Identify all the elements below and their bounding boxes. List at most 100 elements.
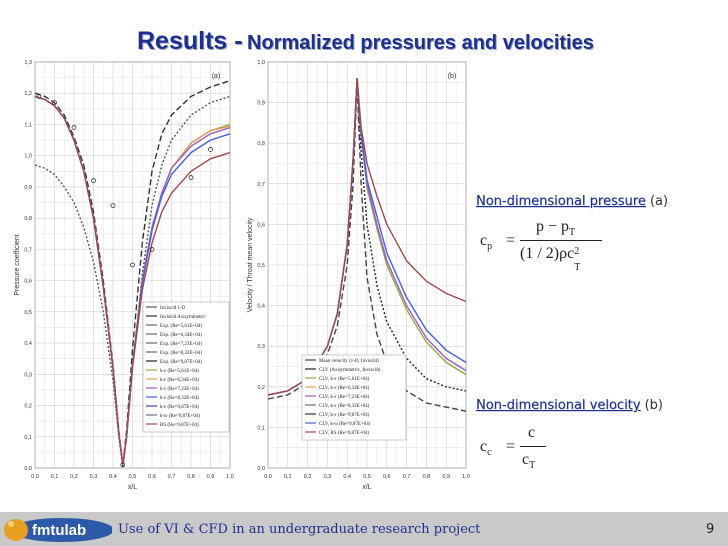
cp-denominator: (1 / 2)ρc: [520, 245, 575, 262]
velocity-x-tick-label: 0,0: [264, 474, 272, 480]
pressure-exp-point: [110, 203, 116, 209]
velocity-y-tick-label: 0,3: [257, 344, 265, 350]
velocity-legend-item: CLV, k-ε (Re=6,34E+04): [319, 386, 370, 391]
pressure-x-tick-label: 0,1: [51, 474, 59, 480]
cp-equals: =: [506, 232, 516, 249]
pressure-y-tick-label: 0,8: [24, 216, 32, 222]
footer-text: Use of VI & CFD in an undergraduate rese…: [118, 522, 481, 537]
pressure-x-tick-label: 0,4: [109, 474, 117, 480]
pressure-panel-label: (a): [212, 73, 221, 80]
pressure-y-tick-label: 0,6: [24, 279, 32, 285]
velocity-y-tick-label: 0,8: [257, 141, 265, 147]
pressure-legend-item: k-ε (Re=7,23E+04): [160, 387, 199, 392]
pressure-legend-item: Exp. (Re=7,23E+04): [160, 342, 202, 347]
pressure-x-axis-label: x/L: [128, 484, 137, 491]
velocity-x-tick-label: 0,7: [403, 474, 411, 480]
pressure-y-tick-label: 1,3: [24, 60, 32, 66]
pressure-y-axis-label: Pressure coefficient: [14, 234, 21, 295]
pressure-y-tick-label: 0,0: [24, 466, 32, 472]
title-main: Results -: [137, 27, 243, 55]
pressure-legend-item: Exp. (Re=6,34E+04): [160, 333, 202, 338]
logo-text: fmtulab: [32, 522, 86, 539]
velocity-x-tick-label: 0,8: [423, 474, 431, 480]
pressure-exp-point: [91, 178, 96, 184]
velocity-description: Non-dimensional velocity (b): [476, 398, 663, 413]
cc-sub: c: [487, 447, 492, 459]
pressure-exp-point: [208, 147, 213, 152]
velocity-y-tick-label: 0,5: [257, 263, 265, 269]
velocity-legend-item: Mean velocity (1-D, Inviscid): [319, 359, 379, 364]
pressure-y-tick-label: 0,7: [24, 247, 32, 253]
cp-fraction-bar: [520, 240, 602, 241]
velocity-legend-item: CLV, RS (Re=9,87E+04): [319, 431, 369, 436]
pressure-exp-point: [52, 100, 57, 105]
pressure-y-tick-label: 1,2: [24, 91, 32, 97]
slide-title: Results - Normalized pressures and veloc…: [137, 27, 594, 56]
velocity-x-tick-label: 0,9: [442, 474, 450, 480]
cc-symbol: c: [480, 438, 488, 455]
velocity-group: 0,0 0,1 0,2 0,3 0,4 0,5 0,6 0,7 0,8 0,9 1,0 0,0 0,1 0…: [247, 60, 470, 491]
pressure-legend-item: k-ε (Re=8,32E+04): [160, 396, 199, 401]
cc-equals: =: [506, 438, 516, 455]
pressure-series-line: [34, 95, 231, 465]
pressure-legend-item: k-ω (Re=9,87E+04): [160, 414, 200, 419]
pressure-y-tick-label: 0,2: [24, 404, 32, 410]
velocity-formula: cc = c cT: [480, 424, 560, 480]
pressure-legend-item: Exp. (Re=5,61E+04): [160, 324, 202, 329]
velocity-y-tick-label: 0,1: [257, 425, 265, 431]
title-sub: Normalized pressures and velocities: [247, 32, 594, 54]
pressure-series-line: [34, 80, 231, 465]
pressure-x-tick-label: 0,0: [31, 474, 39, 480]
cp-denominator-sub: T: [574, 262, 581, 273]
pressure-exp-point: [130, 262, 135, 268]
velocity-panel-label: (b): [448, 73, 457, 80]
cc-numerator: c: [528, 424, 536, 441]
velocity-legend-item: CLV, k-ε (Re=5,61E+04): [319, 377, 370, 382]
pressure-formula: cp = p − pT (1 / 2)ρc 2 T: [480, 218, 610, 274]
pressure-legend-item: Inviscid 1-D: [160, 306, 186, 311]
pressure-x-tick-label: 0,7: [168, 474, 176, 480]
velocity-x-tick-label: 0,1: [284, 474, 292, 480]
pressure-x-tick-label: 0,8: [187, 474, 195, 480]
velocity-x-axis-label: x/L: [362, 484, 371, 491]
pressure-y-tick-label: 0,1: [24, 435, 32, 441]
pressure-x-tick-label: 0,5: [129, 474, 137, 480]
velocity-x-tick-label: 0,6: [383, 474, 391, 480]
velocity-label: Non-dimensional velocity: [476, 398, 641, 413]
velocity-legend-item: CLV (Axisymmetric, Inviscid): [319, 368, 381, 373]
pressure-series-line: [34, 95, 231, 469]
pressure-y-tick-label: 0,4: [24, 341, 32, 347]
velocity-x-tick-label: 1,0: [462, 474, 470, 480]
velocity-legend-item: CLV, k-ε (Re=9,87E+04): [319, 413, 370, 418]
pressure-x-tick-label: 0,6: [148, 474, 156, 480]
velocity-chart: 0,0 0,1 0,2 0,3 0,4 0,5 0,6 0,7 0,8 0,9 1,0 0,0 0,1 0…: [247, 60, 470, 491]
fmtulab-logo: fmtulab: [4, 518, 112, 542]
pressure-exp-point: [188, 175, 194, 180]
pressure-y-tick-label: 1,1: [24, 122, 32, 128]
velocity-x-tick-label: 0,2: [304, 474, 312, 480]
pressure-chart: 0,0 0,1 0,2 0,3 0,4 0,5 0,6 0,7 0,8 0,9 1,0 0,0 0,1 0…: [14, 60, 234, 491]
cp-numerator-sub: T: [569, 227, 576, 239]
pressure-x-tick-label: 0,3: [90, 474, 98, 480]
pressure-exp-point: [120, 462, 126, 468]
pressure-y-tick-label: 0,5: [24, 310, 32, 316]
velocity-x-tick-label: 0,4: [343, 474, 351, 480]
pressure-y-tick-label: 1,0: [24, 154, 32, 160]
footer-bar: [0, 512, 728, 546]
pressure-legend-item: k-ε (Re=9,87E+04): [160, 405, 199, 410]
cp-sub: p: [487, 241, 493, 253]
pressure-x-tick-label: 1,0: [226, 474, 234, 480]
pressure-tag: (a): [649, 194, 669, 209]
velocity-x-tick-label: 0,5: [363, 474, 371, 480]
pressure-y-tick-label: 0,3: [24, 372, 32, 378]
velocity-tag: (b): [644, 398, 664, 413]
pressure-legend-item: k-ε (Re=6,34E+04): [160, 378, 199, 383]
pressure-exp-point: [36, 93, 42, 99]
pressure-legend-item: Exp. (Re=9,87E+04): [160, 360, 202, 365]
pressure-exp-point: [149, 246, 155, 252]
pressure-group: 0,0 0,1 0,2 0,3 0,4 0,5 0,6 0,7 0,8 0,9 1,0 0,0 0,1 0…: [14, 60, 234, 491]
page-number: 9: [706, 522, 715, 537]
velocity-y-axis-label: Velocity / Throat mean velocity: [247, 217, 254, 312]
velocity-y-tick-label: 0,2: [257, 385, 265, 391]
pressure-label: Non-dimensional pressure: [476, 194, 646, 209]
